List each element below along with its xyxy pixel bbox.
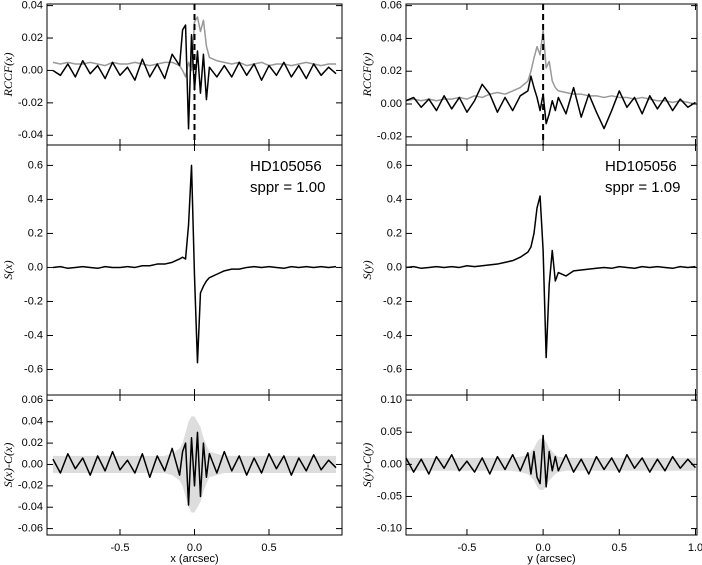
annotation: HD105056 <box>605 158 677 175</box>
data-line <box>405 75 696 130</box>
y-tick-label: -0.10 <box>377 522 402 534</box>
y-tick-label: 0.2 <box>28 227 43 239</box>
y-tick-label: -0.04 <box>18 501 43 513</box>
y-tick-label: 0.04 <box>381 32 402 44</box>
y-tick-label: -0.06 <box>18 522 43 534</box>
y-tick-label: -0.2 <box>24 295 43 307</box>
data-line <box>52 431 337 506</box>
data-line <box>405 434 697 488</box>
y-axis-title: S(x)-C(x) <box>1 443 15 488</box>
error-band <box>52 416 337 513</box>
y-tick-label: 0.2 <box>387 227 402 239</box>
y-tick-label: -0.4 <box>24 329 43 341</box>
x-tick-label: 0.0 <box>535 542 550 554</box>
y-tick-label: 0.6 <box>387 159 402 171</box>
y-tick-label: 0.00 <box>22 64 43 76</box>
x-tick-label: 0.5 <box>612 542 627 554</box>
y-tick-label: 0.04 <box>22 416 43 428</box>
y-tick-label: -0.6 <box>383 363 402 375</box>
y-tick-label: 0.4 <box>387 193 402 205</box>
y-axis-title: S(y)-C(y) <box>360 443 374 488</box>
x-axis-title: y (arcsec) <box>527 553 575 565</box>
y-tick-label: 0.6 <box>28 159 43 171</box>
y-tick-label: -0.04 <box>18 129 43 141</box>
y-axis-title: RCCF(y) <box>360 53 374 98</box>
y-axis-title: RCCF(x) <box>1 53 15 98</box>
y-tick-label: 0.02 <box>22 32 43 44</box>
annotation: sppr = 1.00 <box>250 179 325 196</box>
data-line <box>52 164 337 364</box>
data-line <box>405 195 696 359</box>
plot-frame <box>405 394 698 536</box>
y-tick-label: -0.2 <box>383 295 402 307</box>
y-tick-label: 0.05 <box>381 426 402 438</box>
y-tick-label: 0.00 <box>381 98 402 110</box>
y-tick-label: -0.02 <box>18 480 43 492</box>
y-tick-label: 0.10 <box>381 394 402 406</box>
data-line <box>405 29 696 105</box>
x-tick-label: -0.5 <box>111 542 130 554</box>
y-tick-label: -0.05 <box>377 490 402 502</box>
annotation: sppr = 1.09 <box>605 179 680 196</box>
y-tick-label: 0.06 <box>22 394 43 406</box>
y-tick-label: -0.02 <box>18 97 43 109</box>
y-tick-label: -0.4 <box>383 329 402 341</box>
y-tick-label: 0.00 <box>381 458 402 470</box>
x-tick-label: 0.5 <box>261 542 276 554</box>
y-tick-label: 0.0 <box>387 261 402 273</box>
y-tick-label: 0.00 <box>22 458 43 470</box>
data-line <box>52 16 337 78</box>
y-tick-label: 0.4 <box>28 193 43 205</box>
y-tick-label: -0.6 <box>24 363 43 375</box>
y-tick-label: 0.04 <box>22 0 43 12</box>
y-tick-label: 0.02 <box>22 437 43 449</box>
y-tick-label: 0.0 <box>28 261 43 273</box>
y-tick-label: -0.02 <box>377 131 402 143</box>
x-axis-title: x (arcsec) <box>170 553 218 565</box>
x-tick-label: 1.0 <box>688 542 702 554</box>
x-tick-label: -0.5 <box>457 542 476 554</box>
x-tick-label: 0.0 <box>187 542 202 554</box>
annotation: HD105056 <box>250 158 322 175</box>
y-tick-label: 0.02 <box>381 65 402 77</box>
y-axis-title: S(x) <box>1 260 15 279</box>
y-axis-title: S(y) <box>360 260 374 279</box>
y-tick-label: 0.06 <box>381 0 402 12</box>
